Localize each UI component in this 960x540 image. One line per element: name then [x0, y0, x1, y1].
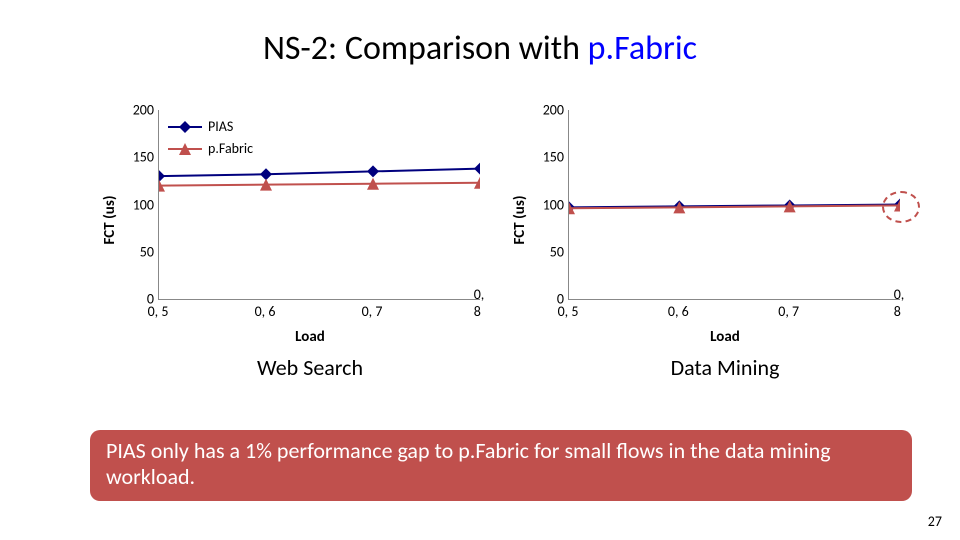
y-tick: 200	[538, 102, 564, 119]
x-tick: 0, 6	[255, 303, 276, 320]
x-tick: 0, 6	[668, 303, 689, 320]
y-tick: 50	[538, 243, 564, 260]
page-number: 27	[928, 513, 942, 530]
chart-web-search: FCT (us) 0501001502000, 50, 60, 70, 8PIA…	[100, 110, 480, 381]
legend: PIASp.Fabric	[168, 116, 253, 160]
title-text: NS-2: Comparison with	[263, 28, 588, 69]
plot-area	[568, 110, 900, 300]
x-axis-label: Load	[510, 328, 900, 346]
chart-data-mining: FCT (us) 0501001502000, 50, 60, 70, 8 Lo…	[510, 110, 900, 381]
x-tick: 0, 7	[778, 303, 799, 320]
x-tick: 0, 5	[148, 303, 169, 320]
y-tick: 150	[538, 149, 564, 166]
legend-item: PIAS	[168, 116, 253, 138]
x-tick: 0, 7	[362, 303, 383, 320]
x-tick: 0, 8	[474, 286, 485, 320]
x-tick: 0, 5	[558, 303, 579, 320]
title-highlight: p.Fabric	[588, 28, 697, 69]
callout-text: PIAS only has a 1% performance gap to p.…	[106, 437, 831, 490]
y-tick: 200	[128, 102, 154, 119]
x-tick: 0, 8	[894, 286, 905, 320]
chart-subtitle: Web Search	[100, 354, 480, 381]
charts-row: FCT (us) 0501001502000, 50, 60, 70, 8PIA…	[100, 110, 900, 381]
slide-title: NS-2: Comparison with p.Fabric	[0, 28, 960, 69]
y-tick: 150	[128, 149, 154, 166]
y-axis-label: FCT (us)	[511, 196, 529, 245]
chart-subtitle: Data Mining	[510, 354, 900, 381]
y-axis-label: FCT (us)	[101, 196, 119, 245]
y-tick: 100	[128, 196, 154, 213]
legend-item: p.Fabric	[168, 138, 253, 160]
y-tick: 100	[538, 196, 564, 213]
x-axis-label: Load	[100, 328, 480, 346]
callout-box: PIAS only has a 1% performance gap to p.…	[90, 430, 912, 501]
y-tick: 50	[128, 243, 154, 260]
legend-label: p.Fabric	[208, 138, 253, 160]
legend-label: PIAS	[208, 116, 233, 138]
